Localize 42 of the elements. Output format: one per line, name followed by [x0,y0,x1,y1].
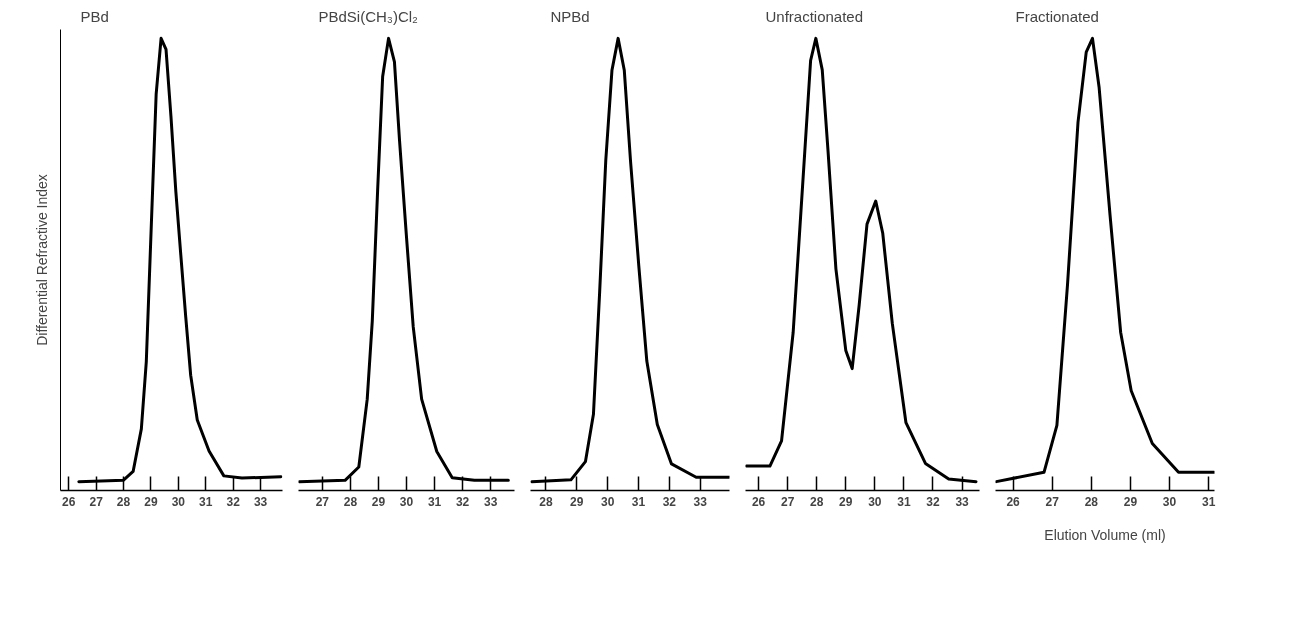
x-tick-label: 28 [116,494,131,509]
x-tick-label: 28 [343,494,358,509]
x-tick-label: 32 [662,494,677,509]
x-tick-label: 32 [455,494,470,509]
x-tick-label: 26 [1006,494,1021,509]
x-tick-label: 30 [600,494,615,509]
x-tick-label: 30 [1162,494,1177,509]
x-axis-title: Elution Volume (ml) [1044,526,1166,543]
x-tick-label: 29 [570,494,584,509]
x-tick-label: 30 [171,494,186,509]
x-tick-label: 28 [539,494,553,509]
chart-title: Fractionated [1015,7,1099,25]
x-tick-label: 31 [427,494,442,509]
x-tick-label: 27 [1045,494,1060,509]
chart-title: PBdSi(CH₃)Cl₂ [318,7,419,25]
x-tick-label: 29 [371,494,386,509]
x-tick-label: 31 [1201,494,1216,509]
x-tick-label: 28 [1084,494,1099,509]
x-tick-label: 29 [144,494,158,509]
y-axis-title: Differential Refractive Index [33,174,50,346]
x-tick-label: 28 [810,494,824,509]
x-tick-label: 31 [897,494,911,509]
x-tick-label: 32 [926,494,940,509]
chart-title: NPBd [550,7,590,25]
x-tick-label: 30 [399,494,414,509]
x-tick-label: 27 [780,494,795,509]
x-tick-label: 26 [751,494,766,509]
x-tick-label: 33 [483,494,498,509]
x-tick-label: 31 [199,494,213,509]
x-tick-label: 33 [253,494,268,509]
x-tick-label: 32 [226,494,241,509]
x-tick-label: 26 [62,494,76,509]
x-tick-label: 29 [1123,494,1138,509]
x-tick-label: 31 [631,494,646,509]
x-tick-label: 27 [315,494,330,509]
x-tick-label: 33 [955,494,970,509]
x-tick-label: 30 [868,494,882,509]
x-tick-label: 29 [839,494,853,509]
chart-title: PBd [80,7,109,25]
x-tick-label: 27 [89,494,104,509]
chart-title: Unfractionated [765,7,864,25]
x-tick-label: 33 [693,494,708,509]
